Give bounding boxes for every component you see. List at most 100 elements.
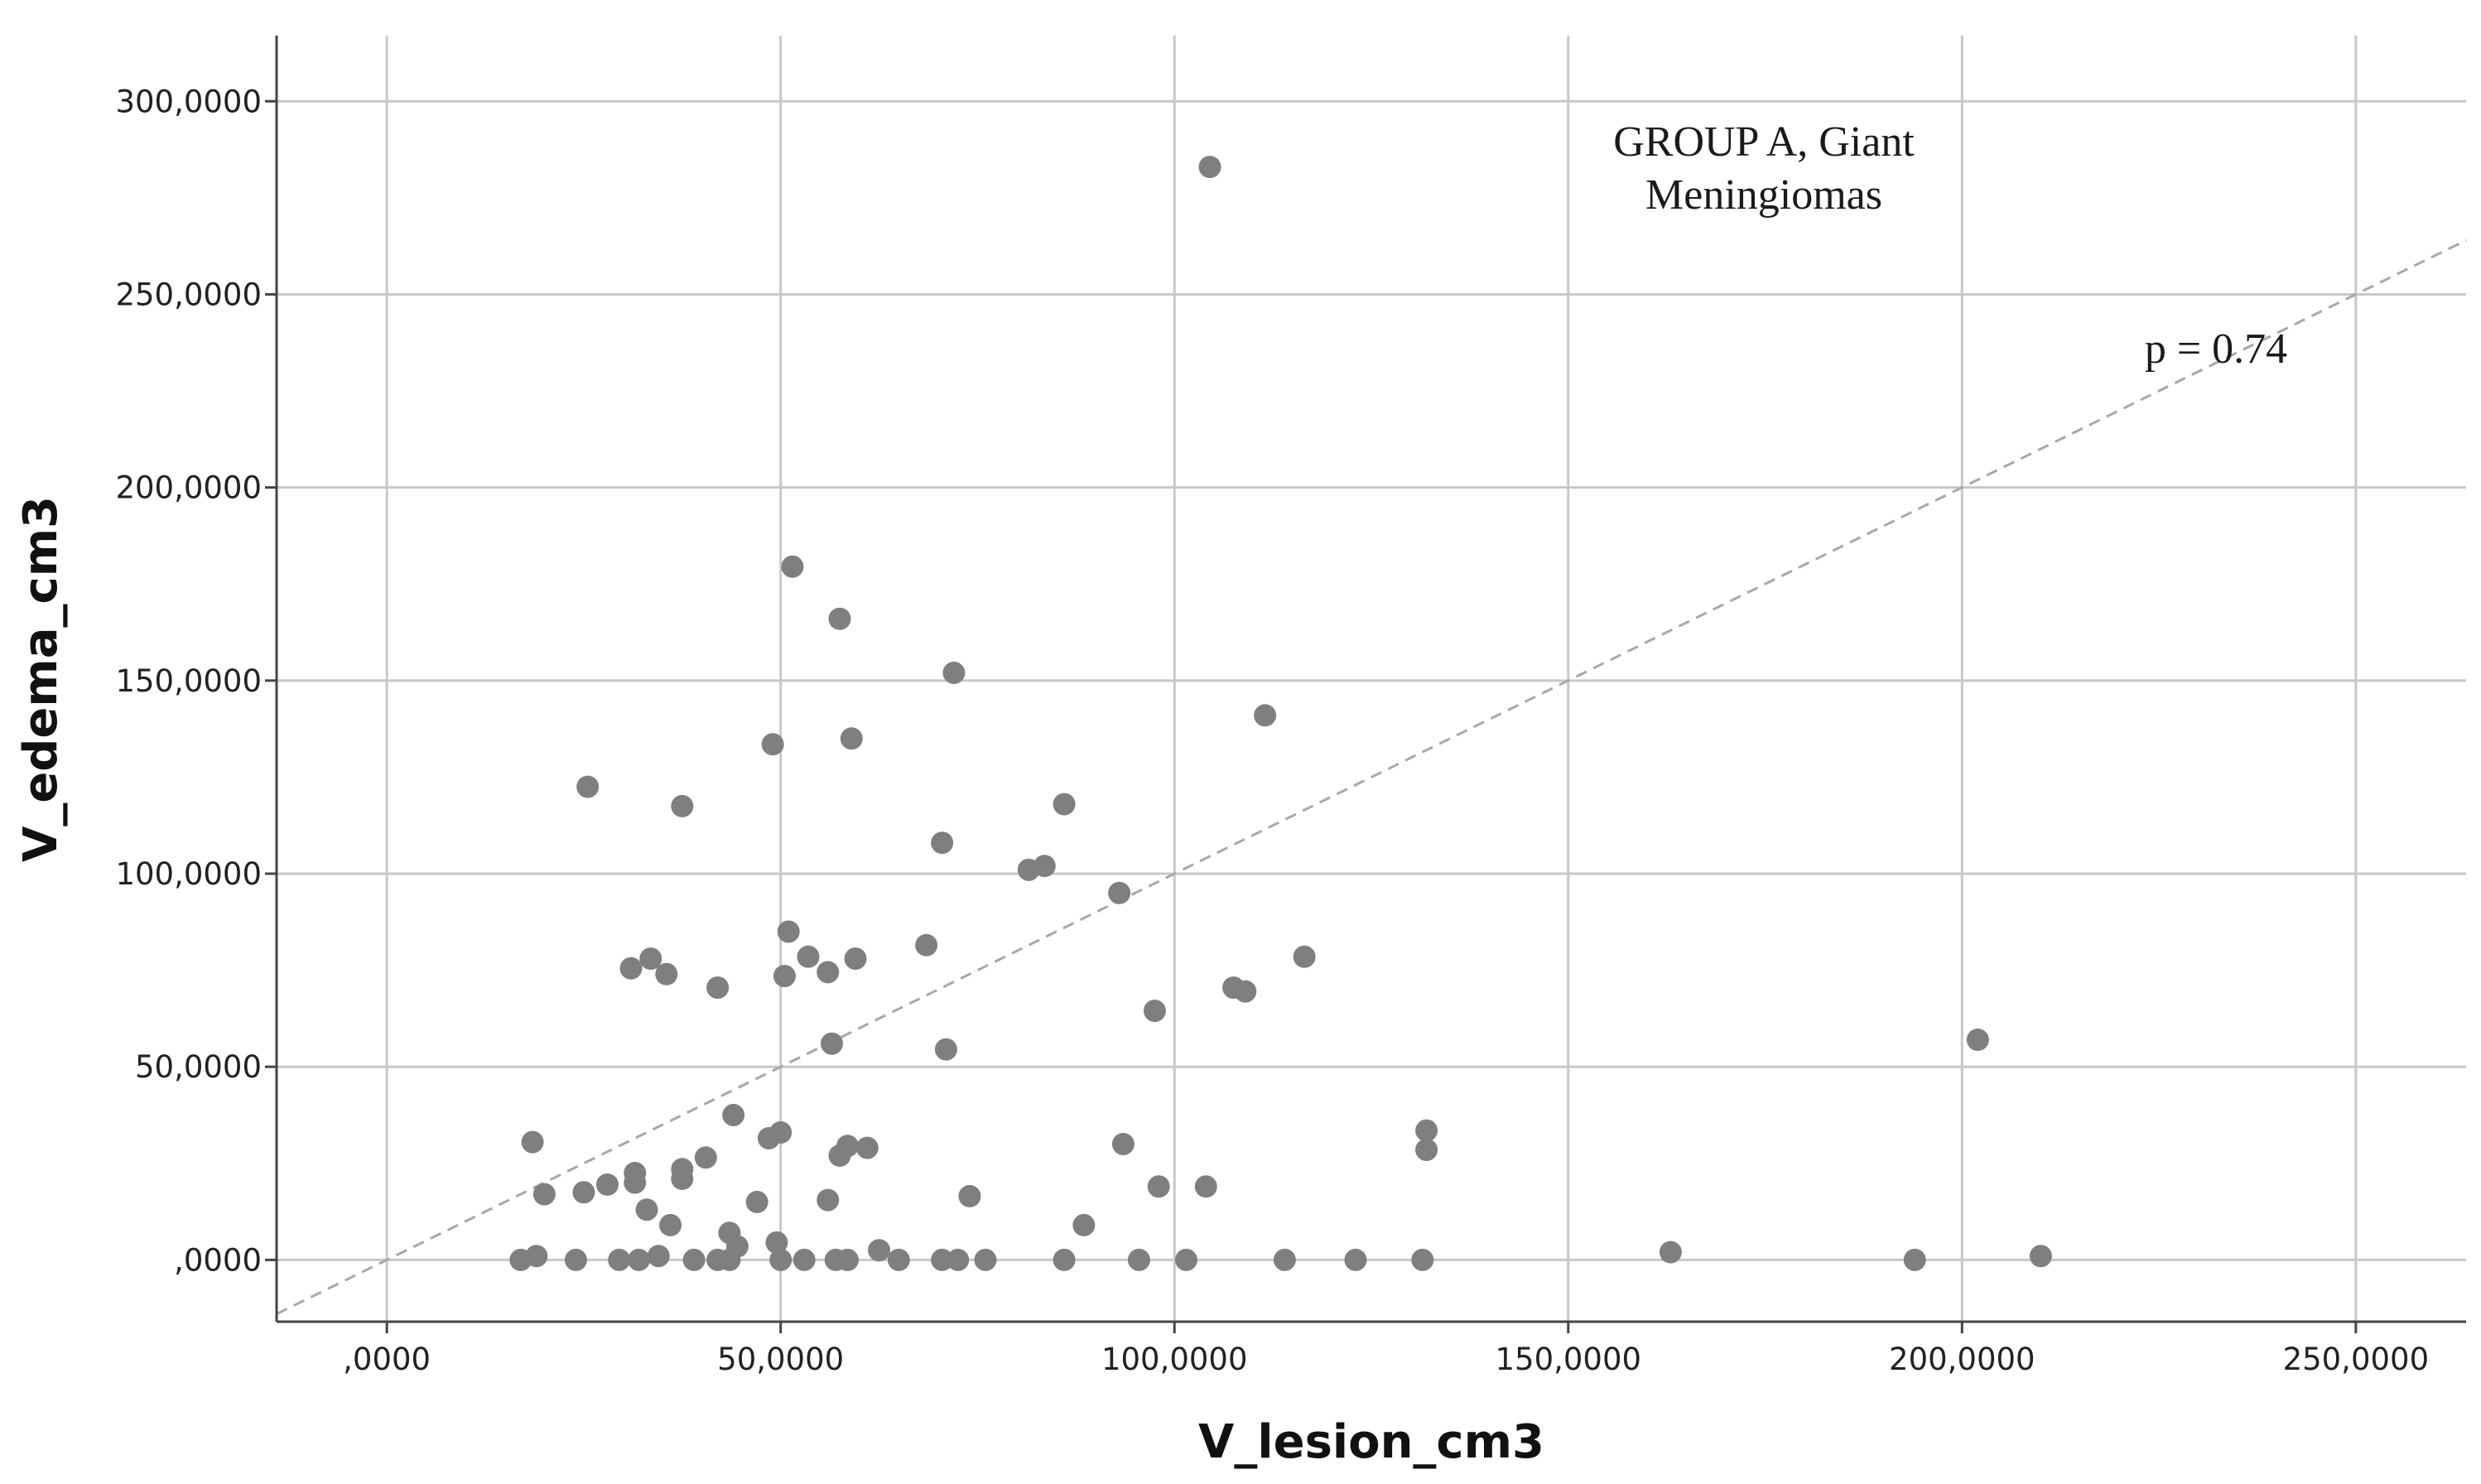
data-point <box>781 555 804 578</box>
data-point <box>931 1248 954 1271</box>
data-point <box>639 947 662 971</box>
data-point <box>576 775 600 798</box>
data-point <box>836 1248 860 1271</box>
data-point <box>792 1248 816 1271</box>
data-point <box>947 1248 970 1271</box>
data-point <box>828 1144 851 1167</box>
y-tick-label: 100,0000 <box>115 856 262 892</box>
reference-diagonal-line <box>276 238 2467 1316</box>
data-point <box>1053 1248 1076 1271</box>
annotation-title-line-2: Meningiomas <box>1645 171 1882 219</box>
data-point <box>828 607 851 630</box>
data-point <box>647 1245 670 1268</box>
data-point <box>1143 1000 1166 1023</box>
x-tick-label: 200,0000 <box>1889 1342 2035 1377</box>
data-point <box>887 1248 910 1271</box>
data-points <box>509 156 2052 1271</box>
data-point <box>521 1130 544 1154</box>
data-point <box>761 733 784 756</box>
data-point <box>572 1181 595 1204</box>
data-point <box>1903 1248 1926 1271</box>
data-point <box>1072 1213 1096 1236</box>
data-point <box>817 961 840 984</box>
data-point <box>757 1126 780 1149</box>
data-point <box>1174 1248 1197 1271</box>
data-point <box>745 1190 768 1213</box>
x-tick-label: ,0000 <box>343 1342 431 1377</box>
x-axis-title: V_lesion_cm3 <box>1198 1415 1544 1469</box>
data-point <box>855 1136 879 1159</box>
plot-background <box>277 36 2466 1322</box>
y-tick-label: 150,0000 <box>115 663 262 699</box>
data-point <box>718 1248 741 1271</box>
y-tick-label: 50,0000 <box>135 1049 262 1085</box>
data-point <box>595 1173 619 1196</box>
data-point <box>682 1248 706 1271</box>
data-point <box>671 794 694 817</box>
data-point <box>659 1213 682 1236</box>
data-point <box>1053 793 1076 816</box>
data-point <box>844 947 867 971</box>
data-point <box>868 1239 891 1262</box>
y-tick-labels: ,0000 50,0000 100,0000 150,0000 200,0000 250,… <box>115 84 277 1278</box>
data-point <box>1254 704 1277 727</box>
x-tick-labels: ,0000 50,0000 100,0000 150,0000 200,0000 250,… <box>343 1322 2429 1377</box>
data-point <box>532 1183 556 1206</box>
data-point <box>655 962 678 985</box>
data-point <box>635 1198 658 1221</box>
data-point <box>765 1231 788 1254</box>
annotation-title-line-1: GROUP A, Giant <box>1613 118 1915 166</box>
data-point <box>619 956 643 980</box>
data-point <box>769 1248 792 1271</box>
data-point <box>1273 1248 1296 1271</box>
x-tick-label: 150,0000 <box>1495 1342 1641 1377</box>
data-point <box>1194 1175 1217 1198</box>
data-point <box>624 1171 647 1194</box>
x-tick-label: 250,0000 <box>2283 1342 2430 1377</box>
data-point <box>1415 1138 1438 1161</box>
data-point <box>1411 1248 1434 1271</box>
data-point <box>1198 156 1221 179</box>
data-point <box>1111 1132 1135 1155</box>
data-point <box>974 1248 997 1271</box>
data-point <box>694 1146 717 1169</box>
data-point <box>706 976 730 1000</box>
data-point <box>797 945 820 968</box>
data-point <box>821 1032 844 1055</box>
grid-lines <box>277 36 2466 1322</box>
data-point <box>1293 945 1316 968</box>
data-point <box>564 1248 587 1271</box>
data-point <box>1147 1175 1170 1198</box>
annotation-p-value: p = 0.74 <box>2145 325 2287 373</box>
x-tick-label: 50,0000 <box>717 1342 844 1377</box>
data-point <box>1234 980 1257 1003</box>
data-point <box>1415 1119 1438 1142</box>
data-point <box>1127 1248 1150 1271</box>
data-point <box>934 1038 957 1061</box>
data-point <box>608 1248 631 1271</box>
y-tick-label: 250,0000 <box>115 277 262 312</box>
data-point <box>942 662 966 685</box>
data-point <box>1966 1029 1989 1052</box>
data-point <box>840 727 863 750</box>
data-point <box>722 1103 745 1126</box>
data-point <box>1108 881 1131 904</box>
data-point <box>1344 1248 1367 1271</box>
data-point <box>2029 1245 2052 1268</box>
x-tick-label: 100,0000 <box>1101 1342 1248 1377</box>
data-point <box>509 1248 532 1271</box>
y-tick-label: 300,0000 <box>115 84 262 119</box>
y-axis-title: V_edema_cm3 <box>14 496 68 862</box>
data-point <box>777 920 800 943</box>
data-point <box>915 933 938 956</box>
data-point <box>1033 855 1056 878</box>
data-point <box>958 1184 981 1207</box>
data-point <box>1659 1241 1682 1264</box>
data-point <box>817 1188 840 1212</box>
axes <box>275 36 2466 1323</box>
data-point <box>931 831 954 855</box>
data-point <box>671 1167 694 1190</box>
data-point <box>773 965 796 988</box>
y-tick-label: 200,0000 <box>115 470 262 506</box>
